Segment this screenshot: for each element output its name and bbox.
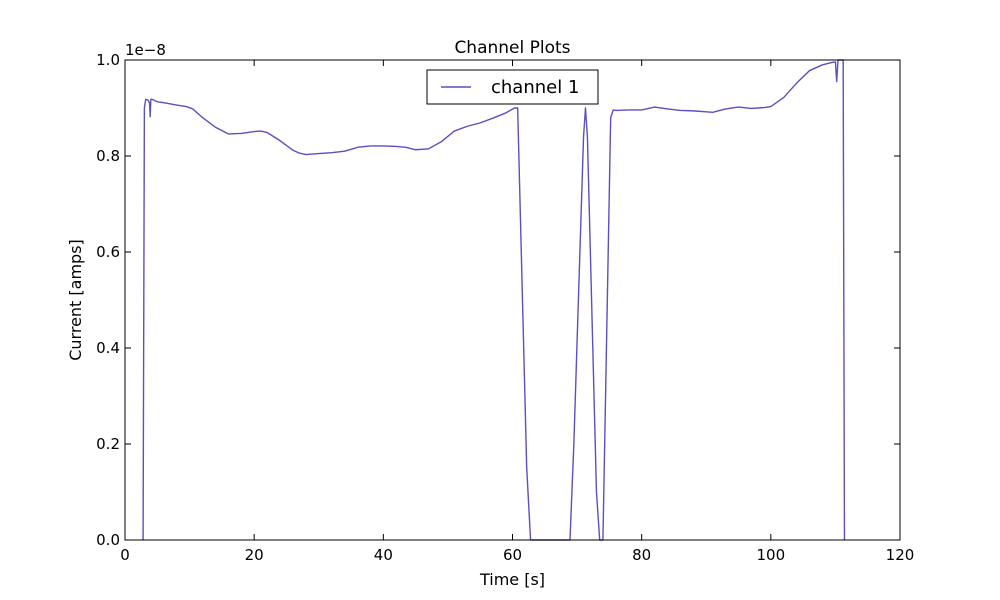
chart-title: Channel Plots: [454, 38, 570, 58]
y-tick-label-2: 0.4: [96, 339, 120, 357]
y-axis-label: Current [amps]: [66, 239, 85, 361]
y-tick-label-4: 0.8: [96, 147, 120, 165]
y-tick-label-0: 0.0: [96, 531, 120, 549]
y-tick-label-5: 1.0: [96, 51, 120, 69]
x-axis-label: Time [s]: [479, 570, 545, 589]
legend-label-channel-1: channel 1: [491, 77, 579, 98]
x-tick-label-1: 20: [245, 546, 264, 564]
x-tick-label-3: 60: [503, 546, 522, 564]
x-tick-label-2: 40: [374, 546, 393, 564]
y-offset-label: 1e−8: [125, 41, 166, 59]
x-tick-label-6: 120: [886, 546, 915, 564]
axes-frame: [124, 59, 901, 541]
series-line-channel-1: [142, 59, 846, 541]
x-tick-label-5: 100: [757, 546, 786, 564]
legend: channel 1: [426, 69, 599, 105]
x-tick-label-4: 80: [632, 546, 651, 564]
x-tick-label-0: 0: [120, 546, 130, 564]
y-tick-label-1: 0.2: [96, 435, 120, 453]
plot-area: [142, 59, 846, 541]
tick-labels: 0 20 40 60 80 100 120 0.0 0.2 0.4 0.6 0.8 1.0: [96, 51, 914, 564]
y-tick-label-3: 0.6: [96, 243, 120, 261]
